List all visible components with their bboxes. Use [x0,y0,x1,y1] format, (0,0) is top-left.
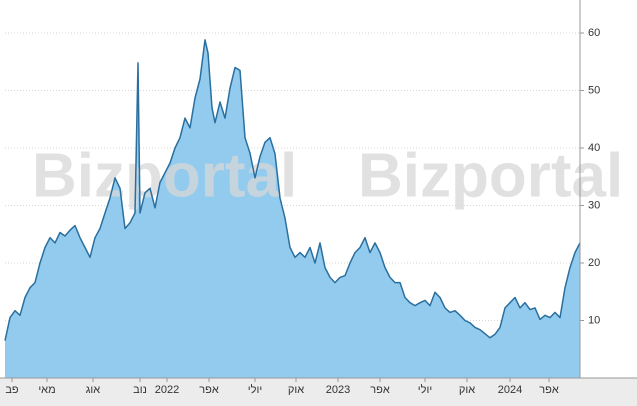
x-tick-label: אפר [199,384,219,396]
y-tick-label: 20 [588,257,600,269]
area [5,39,580,379]
x-tick-label: אוק [459,384,475,396]
y-tick-label: 30 [588,199,600,211]
x-tick-label: אפר [539,384,559,396]
watermark: Bizportal [358,141,623,210]
y-tick-label: 50 [588,84,600,96]
x-tick-label: יולי [418,383,432,396]
x-tick-label: נוב [133,384,147,396]
price-line [4,39,581,341]
y-tick-label: 10 [588,314,600,326]
y-tick-label: 60 [588,27,600,39]
x-tick-label: 2023 [326,384,350,396]
x-tick-label: 2024 [498,384,522,396]
x-tick-label: מאי [38,384,55,396]
x-tick-label: אפר [370,384,390,396]
x-tick-label: אוג [86,384,101,396]
x-tick-label: יולי [248,383,262,396]
watermark: Bizportal [32,141,297,210]
x-tick-label: 2022 [155,384,179,396]
x-tick-label: אוק [288,384,304,396]
y-tick-label: 40 [588,142,600,154]
x-axis-band [0,378,637,406]
x-tick-label: פב [5,384,19,396]
